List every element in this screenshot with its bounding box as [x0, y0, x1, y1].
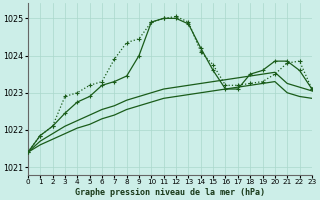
- X-axis label: Graphe pression niveau de la mer (hPa): Graphe pression niveau de la mer (hPa): [75, 188, 265, 197]
